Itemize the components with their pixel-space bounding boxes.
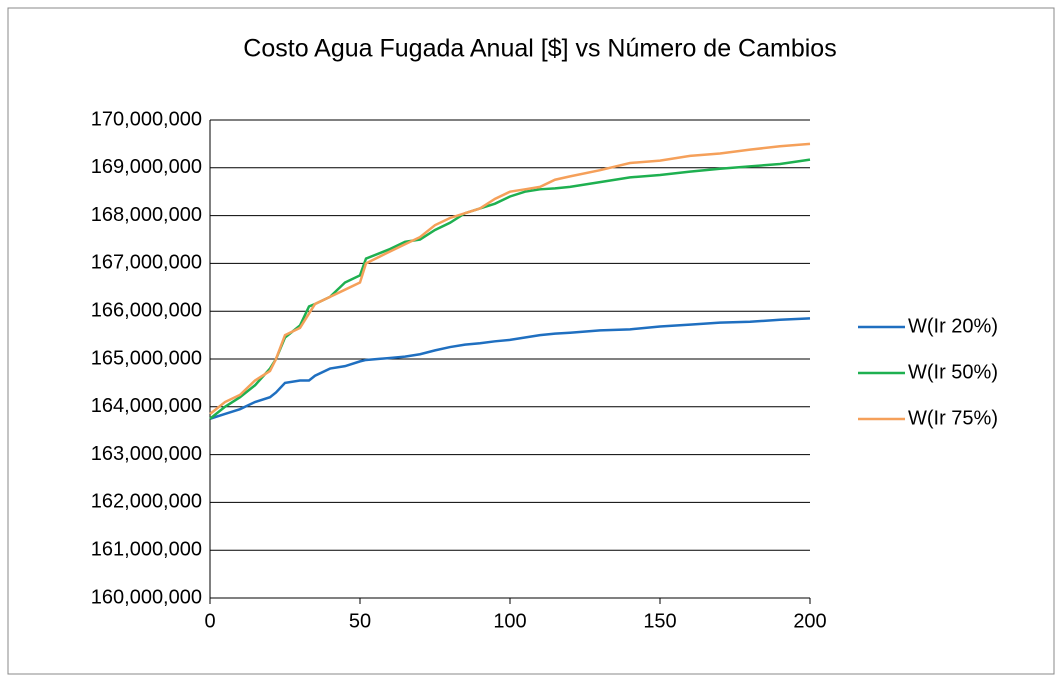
series-line xyxy=(209,142,811,415)
x-tick-label: 200 xyxy=(793,610,826,632)
x-tick-label: 50 xyxy=(349,610,371,632)
y-tick-label: 170,000,000 xyxy=(91,108,202,130)
y-tick-label: 160,000,000 xyxy=(91,586,202,608)
chart-border xyxy=(7,7,1055,675)
chart-title: Costo Agua Fugada Anual [$] vs Número de… xyxy=(243,35,836,63)
series-line xyxy=(209,317,811,420)
legend-label: W(Ir 75%) xyxy=(908,407,998,429)
y-tick-label: 162,000,000 xyxy=(91,491,202,513)
y-tick-label: 166,000,000 xyxy=(91,299,202,321)
y-tick-label: 168,000,000 xyxy=(91,204,202,226)
legend-label: W(Ir 20%) xyxy=(908,315,998,337)
y-tick-label: 161,000,000 xyxy=(91,538,202,560)
y-tick-label: 163,000,000 xyxy=(91,443,202,465)
y-tick-label: 169,000,000 xyxy=(91,156,202,178)
x-tick-label: 0 xyxy=(204,610,215,632)
x-tick-label: 150 xyxy=(643,610,676,632)
y-tick-label: 164,000,000 xyxy=(91,395,202,417)
legend-label: W(Ir 50%) xyxy=(908,361,998,383)
y-tick-label: 167,000,000 xyxy=(91,252,202,274)
x-tick-label: 100 xyxy=(493,610,526,632)
y-tick-label: 165,000,000 xyxy=(91,347,202,369)
